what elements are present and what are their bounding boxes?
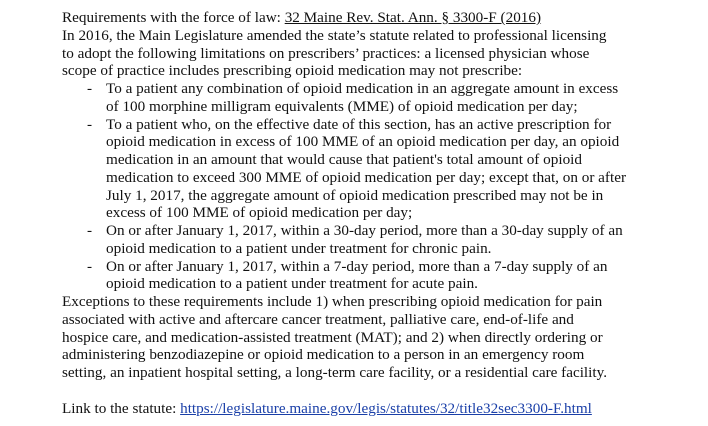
bullet-marker: - <box>87 115 93 133</box>
exceptions-line: administering benzodiazepine or opioid m… <box>62 346 585 364</box>
intro-line: In 2016, the Main Legislature amended th… <box>62 26 607 44</box>
bullet-list: - To a patient any combination of opioid … <box>62 80 702 293</box>
bullet-line: opioid medication in excess of 100 MME o… <box>106 133 620 151</box>
intro-line: scope of practice includes prescribing o… <box>62 62 523 80</box>
exceptions: Exceptions to these requirements include… <box>62 293 702 382</box>
bullet-line: medication in an amount that would cause… <box>106 151 582 168</box>
bullet-marker: - <box>87 80 93 97</box>
bullet-line: excess of 100 MME of opioid medication p… <box>106 204 413 222</box>
bullet-line: To a patient any combination of opioid m… <box>106 80 619 97</box>
bullet-marker: - <box>87 257 93 275</box>
document: Requirements with the force of law: 32 M… <box>62 9 702 417</box>
exceptions-line: hospice care, and medication-assisted tr… <box>62 328 603 346</box>
bullet-line: To a patient who, on the effective date … <box>106 115 612 133</box>
exceptions-line: setting, an inpatient hospital setting, … <box>62 364 607 381</box>
bullet-line: On or after January 1, 2017, within a 7-… <box>106 257 608 275</box>
intro: In 2016, the Main Legislature amended th… <box>62 27 702 80</box>
bullet-line: of 100 morphine milligram equivalents (M… <box>106 97 578 115</box>
bullet-item: - To a patient who, on the effective date… <box>62 116 702 223</box>
heading-label: Requirements with the force of law: <box>62 9 281 26</box>
intro-line: to adopt the following limitations on pr… <box>62 44 590 62</box>
exceptions-line: Exceptions to these requirements include… <box>62 293 603 310</box>
bullet-marker: - <box>87 222 93 239</box>
bullet-line: July 1, 2017, the aggregate amount of op… <box>106 186 604 204</box>
heading: Requirements with the force of law: 32 M… <box>62 9 702 27</box>
citation: 32 Maine Rev. Stat. Ann. § 3300-F (2016) <box>284 9 542 26</box>
statute-link[interactable]: https://legislature.maine.gov/legis/stat… <box>180 399 592 417</box>
bullet-line: medication to exceed 300 MME of opioid m… <box>106 168 627 186</box>
bullet-line: opioid medication to a patient under tre… <box>106 275 478 293</box>
bullet-line: On or after January 1, 2017, within a 30… <box>106 222 623 239</box>
bullet-line: opioid medication to a patient under tre… <box>106 239 492 257</box>
link-label: Link to the statute: <box>62 399 177 417</box>
bullet-item: - On or after January 1, 2017, within a 7… <box>62 258 702 294</box>
spacer <box>62 382 702 400</box>
bullet-item: - On or after January 1, 2017, within a 3… <box>62 222 702 258</box>
exceptions-line: associated with active and aftercare can… <box>62 310 574 328</box>
bullet-item: - To a patient any combination of opioid … <box>62 80 702 116</box>
link-line: Link to the statute: https://legislature… <box>62 400 702 418</box>
